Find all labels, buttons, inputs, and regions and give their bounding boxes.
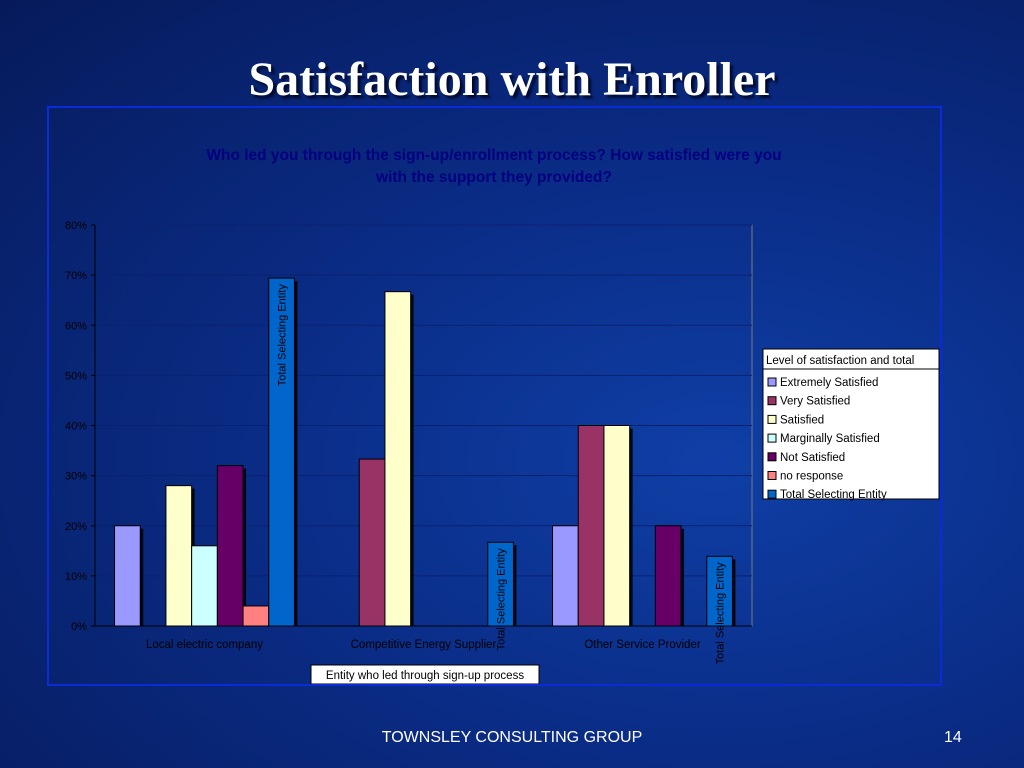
chart-frame: Who led you through the sign-up/enrollme… xyxy=(47,106,942,686)
bar-no-response xyxy=(242,605,270,627)
footer-company: TOWNSLEY CONSULTING GROUP xyxy=(381,729,643,746)
legend-swatch xyxy=(767,377,777,387)
legend-swatch xyxy=(767,471,777,480)
bar-label: Total Selecting Entity xyxy=(715,562,727,665)
bar-marginally-satisfied xyxy=(191,545,218,627)
bar-extremely-satisfied xyxy=(114,525,141,627)
x-tick-label: Local electric company xyxy=(146,639,263,651)
bar-total-selecting-entity xyxy=(487,541,514,627)
y-tick-label: 0% xyxy=(71,621,87,633)
bar-satisfied xyxy=(603,425,631,627)
x-tick-label: Competitive Energy Supplier xyxy=(351,639,497,651)
bar-very-satisfied xyxy=(358,458,386,627)
y-tick-label: 10% xyxy=(65,571,87,583)
y-tick-label: 40% xyxy=(65,421,87,433)
legend-title: Level of satisfaction and total xyxy=(766,355,914,367)
y-tick-label: 60% xyxy=(65,320,87,332)
legend-entry: Total Selecting Entity xyxy=(780,489,887,501)
bar-chart: Who led you through the sign-up/enrollme… xyxy=(65,147,940,684)
slide-title: Satisfaction with Enroller xyxy=(248,53,776,106)
legend-swatch xyxy=(767,452,777,462)
legend-swatch xyxy=(767,489,777,499)
y-tick-label: 30% xyxy=(65,471,87,483)
x-axis-label-box xyxy=(310,664,540,684)
page-number: 14 xyxy=(944,729,962,746)
bar-very-satisfied xyxy=(577,425,605,627)
chart-title-line: Who led you through the sign-up/enrollme… xyxy=(206,147,781,164)
y-tick-label: 20% xyxy=(65,521,87,533)
legend-swatch xyxy=(767,433,777,443)
bar-label: Total Selecting Entity xyxy=(496,548,508,651)
legend-entry: Extremely Satisfied xyxy=(780,377,878,389)
legend-entry: Very Satisfied xyxy=(780,396,850,408)
y-tick-label: 80% xyxy=(65,220,87,232)
legend-entry: no response xyxy=(780,471,843,483)
legend-swatch xyxy=(767,396,777,406)
bar-satisfied xyxy=(165,485,193,627)
bar-satisfied xyxy=(384,291,412,627)
bar-not-satisfied xyxy=(216,465,244,627)
y-tick-label: 70% xyxy=(65,270,87,282)
x-axis-label: Entity who led through sign-up process xyxy=(326,670,524,682)
x-tick-label: Other Service Provider xyxy=(584,639,700,651)
bar-not-satisfied xyxy=(654,525,682,627)
bar-extremely-satisfied xyxy=(552,525,579,627)
legend-entry: Marginally Satisfied xyxy=(780,433,880,445)
chart-title-line: with the support they provided? xyxy=(375,169,612,186)
bar-total-selecting-entity xyxy=(706,555,733,627)
legend-swatch xyxy=(767,414,777,424)
legend-entry: Satisfied xyxy=(780,414,824,426)
legend-entry: Not Satisfied xyxy=(780,452,845,464)
y-tick-label: 50% xyxy=(65,370,87,382)
bar-label: Total Selecting Entity xyxy=(277,284,289,387)
legend-box xyxy=(762,348,940,500)
bar-total-selecting-entity xyxy=(268,277,295,627)
